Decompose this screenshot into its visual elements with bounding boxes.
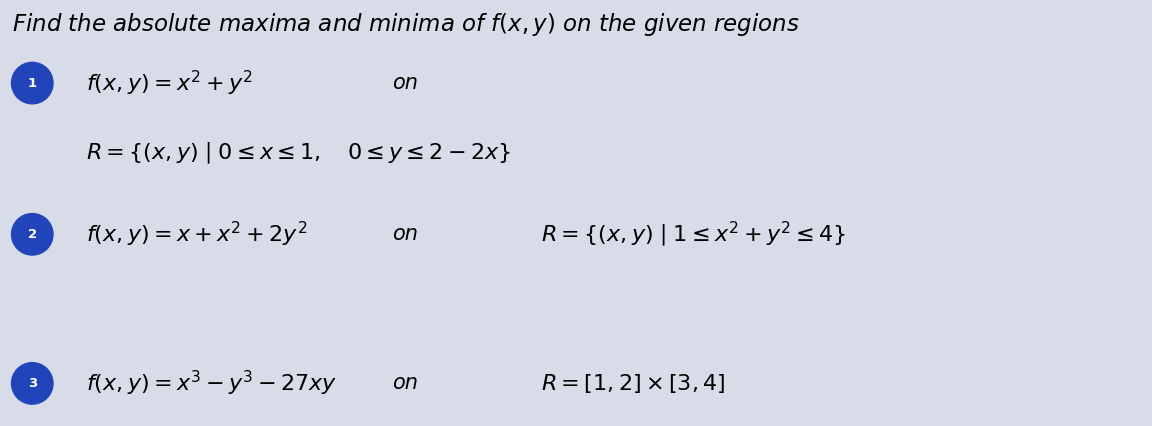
- Text: Find the absolute maxima and minima of $f(x, y)$ on the given regions: Find the absolute maxima and minima of $…: [12, 11, 799, 37]
- Text: on: on: [392, 374, 418, 393]
- Text: 2: 2: [28, 228, 37, 241]
- Text: on: on: [392, 73, 418, 93]
- Ellipse shape: [12, 213, 53, 255]
- Text: 1: 1: [28, 77, 37, 89]
- Text: on: on: [392, 225, 418, 244]
- Text: $R = \{(x, y) \mid 1 \leq x^2 + y^2 \leq 4\}$: $R = \{(x, y) \mid 1 \leq x^2 + y^2 \leq…: [541, 219, 847, 249]
- Text: $R = [1, 2] \times [3, 4]$: $R = [1, 2] \times [3, 4]$: [541, 372, 726, 395]
- Text: $f(x, y) = x^3 - y^3 - 27xy$: $f(x, y) = x^3 - y^3 - 27xy$: [86, 369, 338, 398]
- Text: $f(x, y) = x + x^2 + 2y^2$: $f(x, y) = x + x^2 + 2y^2$: [86, 220, 308, 249]
- Ellipse shape: [12, 363, 53, 404]
- Ellipse shape: [12, 62, 53, 104]
- Text: $f(x, y) = x^2 + y^2$: $f(x, y) = x^2 + y^2$: [86, 69, 253, 98]
- Text: $R = \{(x, y) \mid 0 \leq x \leq 1, \quad 0 \leq y \leq 2 - 2x\}$: $R = \{(x, y) \mid 0 \leq x \leq 1, \qua…: [86, 141, 511, 166]
- Text: 3: 3: [28, 377, 37, 390]
